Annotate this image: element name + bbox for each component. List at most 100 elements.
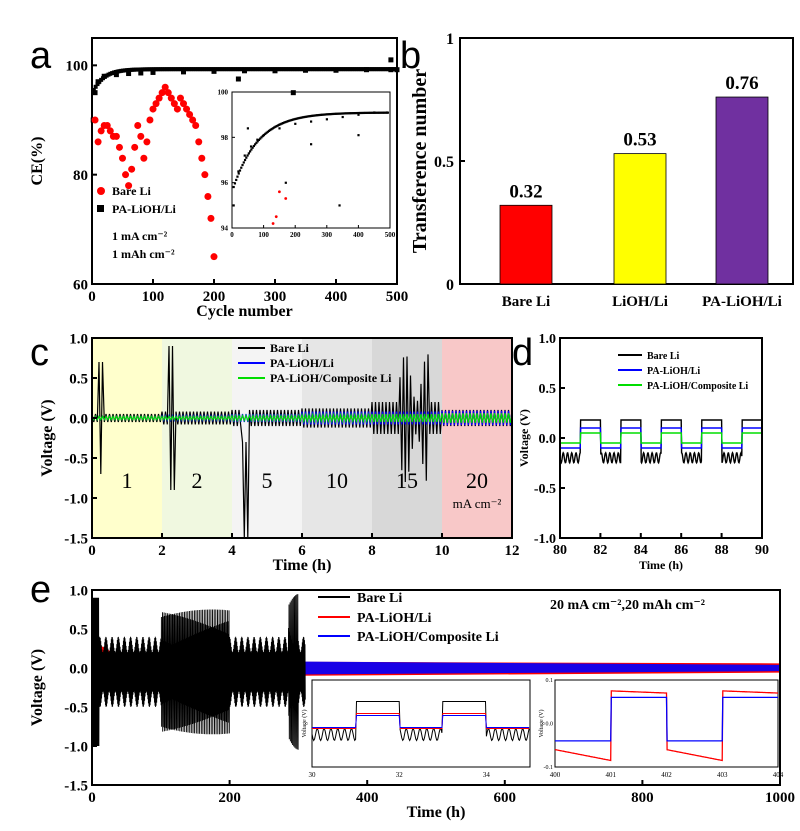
inset-y-tick-label: 0.1 xyxy=(546,678,554,684)
inset-pa-point xyxy=(362,111,365,115)
legend-label: PA-LiOH/Li xyxy=(270,356,334,370)
rate-region-label: 1 xyxy=(122,468,133,493)
bare-li-point xyxy=(128,165,136,173)
inset-pa-point xyxy=(385,111,389,114)
bar-pa-lioh-li xyxy=(715,96,769,285)
inset-pa-point xyxy=(291,118,295,121)
inset-pa-point xyxy=(246,127,249,130)
bare-li-point xyxy=(134,121,142,129)
pa-lioh-li-point xyxy=(235,76,241,82)
x-tick-label: 0 xyxy=(88,543,96,559)
inset-pa-point xyxy=(285,120,288,123)
legend-label-bare-li: Bare Li xyxy=(112,184,151,198)
panel-label-e: e xyxy=(30,569,51,611)
x-axis-label: Time (h) xyxy=(407,804,466,821)
inset-pa-point xyxy=(364,111,367,115)
inset-pa-point xyxy=(353,112,357,115)
bare-li-point xyxy=(183,105,191,113)
inset-x-tick-label: 400 xyxy=(550,771,561,779)
y-tick-label: -0.5 xyxy=(64,451,88,467)
inset-pa-point xyxy=(245,156,248,159)
legend-label: PA-LiOH/Li xyxy=(357,611,432,626)
inset-pa-point xyxy=(232,185,235,189)
y-tick-label: 98 xyxy=(221,134,229,142)
bare-li-point xyxy=(189,116,197,124)
inset-pa-point xyxy=(283,121,286,124)
inset-bare-point xyxy=(278,190,281,194)
inset-pa-point xyxy=(337,112,340,115)
inset-pa-point xyxy=(284,120,287,124)
x-tick-label: 0 xyxy=(88,289,96,305)
inset-bare-point xyxy=(284,197,288,200)
x-tick-label: 400 xyxy=(353,231,364,239)
trace-pa-lioh-composite-li xyxy=(91,412,513,424)
y-tick-label: -0.5 xyxy=(534,482,556,497)
bare-li-point xyxy=(115,143,123,151)
inset-pa-point xyxy=(316,114,319,117)
x-tick-label: 200 xyxy=(218,790,241,806)
inset-pa-point xyxy=(273,126,276,129)
bare-li-point xyxy=(161,83,169,91)
inset-pa-point xyxy=(382,111,386,114)
inset-pa-point xyxy=(255,141,258,144)
bare-li-point xyxy=(201,171,209,179)
x-tick-label: 400 xyxy=(325,289,348,305)
inset-pa-point xyxy=(260,136,263,139)
inset-pa-point xyxy=(259,137,262,140)
inset-y-axis-label: Voltage (V) xyxy=(301,709,308,737)
legend-label: PA-LiOH/Composite Li xyxy=(357,630,499,645)
trace-pa-lioh-li xyxy=(560,427,762,449)
inset-pa-point xyxy=(270,128,273,131)
bare-li-point xyxy=(210,253,218,261)
inset-pa-point xyxy=(294,122,297,125)
rate-region-label: 15 xyxy=(396,468,418,493)
rate-region xyxy=(302,338,372,538)
trace-pa-lioh-composite-li xyxy=(560,432,762,444)
x-axis-label: Time (h) xyxy=(639,558,683,572)
bare-li-point xyxy=(94,138,102,146)
x-tick-label: 10 xyxy=(435,543,450,559)
panel-label-a: a xyxy=(30,35,52,77)
inset-pa-point xyxy=(278,123,281,126)
panel-a: 0 100 200 300 400 500 60 80 100 Cycle number CE(%)… xyxy=(29,37,408,320)
inset-pa-point xyxy=(251,146,254,149)
inset-pa-point xyxy=(345,112,348,115)
inset-pa-point xyxy=(298,116,301,120)
pa-lioh-li-point xyxy=(138,70,144,76)
x-tick-label: 600 xyxy=(494,790,517,806)
y-tick-label: -0.5 xyxy=(64,700,88,716)
x-tick-label: 80 xyxy=(553,543,567,558)
y-tick-label: 60 xyxy=(73,277,88,293)
inset-pa-point xyxy=(328,113,331,116)
pa-lioh-li-point xyxy=(91,87,96,92)
inset-pa-point xyxy=(271,127,274,130)
inset-x-tick-label: 403 xyxy=(717,771,728,779)
inset-pa-point xyxy=(310,114,314,117)
inset-y-tick-label: -0.1 xyxy=(544,765,554,771)
legend-marker-bare-li xyxy=(97,187,105,195)
bar-lioh-li xyxy=(613,153,667,285)
inset-pa-point xyxy=(250,148,253,151)
inset-pa-point xyxy=(325,118,328,121)
y-tick-label: 0.0 xyxy=(69,411,88,427)
inset-pa-point xyxy=(235,178,238,182)
inset-pa-point xyxy=(284,181,287,184)
rate-unit-label: mA cm⁻² xyxy=(453,496,502,511)
inset-pa-point xyxy=(377,111,381,114)
inset-pa-point xyxy=(361,111,364,115)
bar-value-label: 0.32 xyxy=(509,181,542,202)
x-tick-label: 200 xyxy=(290,231,301,239)
y-tick-label: 0.5 xyxy=(539,382,557,397)
inset-pa-point xyxy=(346,112,349,115)
inset-pa-point xyxy=(371,111,374,114)
pa-lioh-li-point xyxy=(113,72,119,78)
legend-label-pa-lioh-li: PA-LiOH/Li xyxy=(112,202,176,216)
inset-pa-point xyxy=(265,131,268,134)
bare-li-point xyxy=(155,94,163,102)
y-tick-label: 0.5 xyxy=(434,154,454,171)
pa-lioh-li-point xyxy=(92,90,98,96)
bare-li-point xyxy=(149,105,157,113)
bare-li-point xyxy=(198,154,206,162)
inset-trace xyxy=(312,713,530,729)
